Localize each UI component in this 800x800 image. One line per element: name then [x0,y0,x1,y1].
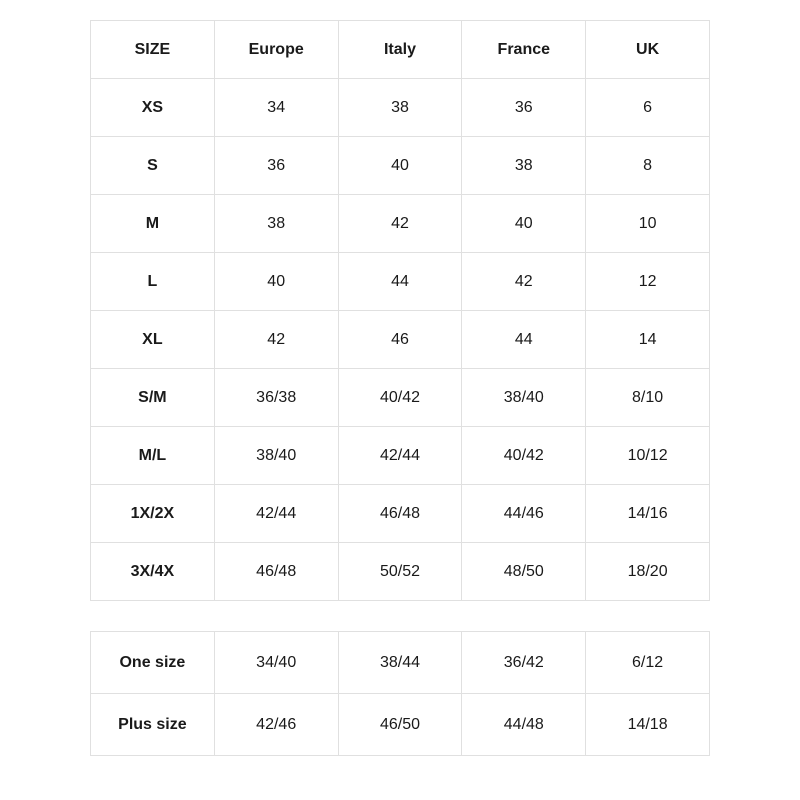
size-value-cell: 10 [586,195,710,253]
size-value-cell: 40 [214,253,338,311]
size-value-cell: 6/12 [586,632,710,694]
table-row: Plus size42/4646/5044/4814/18 [91,694,710,756]
table-row: One size34/4038/4436/426/12 [91,632,710,694]
size-value-cell: 36/42 [462,632,586,694]
size-label-cell: L [91,253,215,311]
size-chart-secondary-body: One size34/4038/4436/426/12Plus size42/4… [91,632,710,756]
column-header-italy: Italy [338,21,462,79]
size-label-cell: S/M [91,369,215,427]
table-header-row: SIZE Europe Italy France UK [91,21,710,79]
size-value-cell: 40/42 [338,369,462,427]
table-row: S/M36/3840/4238/408/10 [91,369,710,427]
size-value-cell: 44 [338,253,462,311]
size-value-cell: 42/46 [214,694,338,756]
size-value-cell: 36/38 [214,369,338,427]
size-chart-secondary-table: One size34/4038/4436/426/12Plus size42/4… [90,631,710,756]
size-label-cell: S [91,137,215,195]
size-value-cell: 44 [462,311,586,369]
size-label-cell: M/L [91,427,215,485]
size-value-cell: 18/20 [586,543,710,601]
size-value-cell: 8/10 [586,369,710,427]
size-value-cell: 46 [338,311,462,369]
size-value-cell: 38 [214,195,338,253]
size-value-cell: 40/42 [462,427,586,485]
size-value-cell: 36 [462,79,586,137]
size-label-cell: One size [91,632,215,694]
column-header-size: SIZE [91,21,215,79]
column-header-france: France [462,21,586,79]
size-value-cell: 40 [338,137,462,195]
size-label-cell: XS [91,79,215,137]
column-header-europe: Europe [214,21,338,79]
size-value-cell: 42 [214,311,338,369]
size-value-cell: 46/50 [338,694,462,756]
size-chart-main-table: SIZE Europe Italy France UK XS3438366S36… [90,20,710,601]
size-label-cell: XL [91,311,215,369]
size-value-cell: 50/52 [338,543,462,601]
size-value-cell: 40 [462,195,586,253]
size-value-cell: 38 [462,137,586,195]
size-value-cell: 6 [586,79,710,137]
size-value-cell: 34 [214,79,338,137]
size-label-cell: M [91,195,215,253]
size-value-cell: 12 [586,253,710,311]
table-row: S3640388 [91,137,710,195]
size-value-cell: 46/48 [214,543,338,601]
size-value-cell: 42 [462,253,586,311]
size-value-cell: 10/12 [586,427,710,485]
table-row: L40444212 [91,253,710,311]
size-value-cell: 38 [338,79,462,137]
size-value-cell: 42/44 [338,427,462,485]
size-value-cell: 44/48 [462,694,586,756]
size-value-cell: 38/40 [462,369,586,427]
size-label-cell: 3X/4X [91,543,215,601]
size-value-cell: 14/18 [586,694,710,756]
table-row: 1X/2X42/4446/4844/4614/16 [91,485,710,543]
table-row: XS3438366 [91,79,710,137]
size-value-cell: 42/44 [214,485,338,543]
size-value-cell: 14/16 [586,485,710,543]
size-value-cell: 36 [214,137,338,195]
size-value-cell: 34/40 [214,632,338,694]
size-value-cell: 44/46 [462,485,586,543]
table-row: M38424010 [91,195,710,253]
size-value-cell: 48/50 [462,543,586,601]
size-label-cell: 1X/2X [91,485,215,543]
size-value-cell: 42 [338,195,462,253]
size-value-cell: 38/40 [214,427,338,485]
size-value-cell: 8 [586,137,710,195]
table-row: XL42464414 [91,311,710,369]
table-row: M/L38/4042/4440/4210/12 [91,427,710,485]
size-value-cell: 38/44 [338,632,462,694]
size-value-cell: 46/48 [338,485,462,543]
size-chart-main-body: XS3438366S3640388M38424010L40444212XL424… [91,79,710,601]
size-value-cell: 14 [586,311,710,369]
table-row: 3X/4X46/4850/5248/5018/20 [91,543,710,601]
column-header-uk: UK [586,21,710,79]
size-label-cell: Plus size [91,694,215,756]
